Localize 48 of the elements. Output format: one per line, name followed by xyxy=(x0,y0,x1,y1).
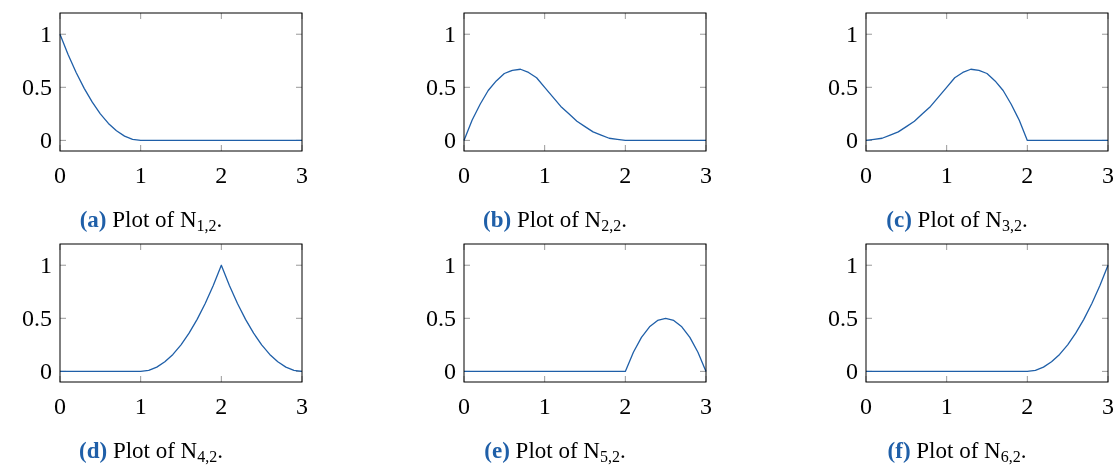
line-series xyxy=(865,264,1109,373)
text: (c) Plot of N$_{3,2}$. xyxy=(886,207,1028,234)
x-tick-label: 2 xyxy=(215,393,228,419)
line-series xyxy=(463,68,707,142)
y-tick-label: 0.5 xyxy=(426,305,456,332)
x-tick-label: 1 xyxy=(538,162,551,188)
x-tick-label: 3 xyxy=(296,162,308,188)
y-tick-label: 0 xyxy=(846,358,858,385)
y-tick-label: 0 xyxy=(846,127,858,154)
x-tick-label: 1 xyxy=(538,393,551,419)
x-tick-label: 2 xyxy=(215,162,228,188)
y-tick-label: 0.5 xyxy=(22,305,52,332)
line-series xyxy=(59,264,303,373)
x-tick-label: 3 xyxy=(700,393,712,419)
y-tick-label: 0.5 xyxy=(22,74,52,101)
x-tick-label: 3 xyxy=(1102,393,1114,419)
x-tick-label: 2 xyxy=(1021,162,1034,188)
y-tick-label: 1 xyxy=(40,21,52,48)
x-tick-label: 1 xyxy=(940,162,953,188)
x-tick-label: 2 xyxy=(619,393,632,419)
x-tick-label: 2 xyxy=(619,162,632,188)
y-tick-label: 1 xyxy=(846,21,858,48)
x-tick-label: 2 xyxy=(1021,393,1034,419)
y-tick-label: 1 xyxy=(444,252,456,279)
text: (e) Plot of N$_{5,2}$. xyxy=(484,438,626,465)
y-tick-label: 0.5 xyxy=(426,74,456,101)
y-tick-label: 0 xyxy=(444,127,456,154)
text: (a) Plot of N$_{1,2}$. xyxy=(79,207,223,234)
y-tick-label: 0 xyxy=(40,127,52,154)
y-tick-label: 0 xyxy=(40,358,52,385)
y-tick-label: 1 xyxy=(444,21,456,48)
x-tick-label: 3 xyxy=(1102,162,1114,188)
line-series xyxy=(59,33,303,142)
x-tick-label: 1 xyxy=(134,162,147,188)
x-tick-label: 1 xyxy=(940,393,953,419)
line-series xyxy=(865,68,1109,142)
x-tick-label: 3 xyxy=(296,393,308,419)
text: (b) Plot of N$_{2,2}$. xyxy=(483,207,627,234)
y-tick-label: 1 xyxy=(846,252,858,279)
y-tick-label: 0.5 xyxy=(828,305,858,332)
x-tick-label: 3 xyxy=(700,162,712,188)
y-tick-label: 1 xyxy=(40,252,52,279)
x-tick-label: 1 xyxy=(134,393,147,419)
text: (d) Plot of N$_{4,2}$. xyxy=(79,438,223,465)
text: (f) Plot of N$_{6,2}$. xyxy=(887,438,1027,465)
y-tick-label: 0.5 xyxy=(828,74,858,101)
y-tick-label: 0 xyxy=(444,358,456,385)
line-series xyxy=(463,317,707,373)
